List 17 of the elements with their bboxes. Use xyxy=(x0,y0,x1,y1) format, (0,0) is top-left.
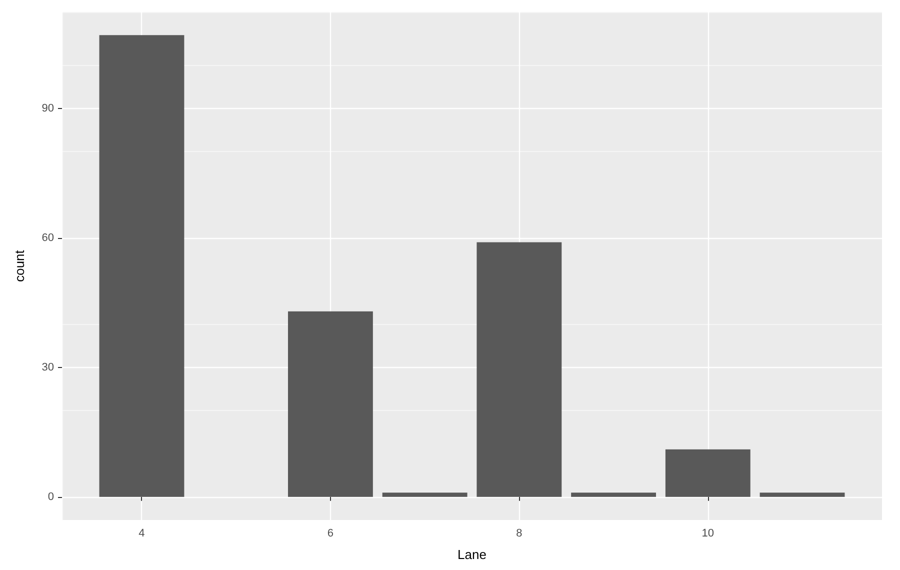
y-tick-label: 0 xyxy=(48,490,54,503)
bar xyxy=(99,35,184,497)
bar xyxy=(476,242,562,497)
bar xyxy=(665,449,750,497)
bar xyxy=(382,492,468,497)
y-axis-title: count xyxy=(12,250,27,282)
x-axis-title: Lane xyxy=(458,547,486,562)
y-tick-label: 90 xyxy=(42,102,54,114)
bar xyxy=(571,492,656,497)
x-tick-label: 4 xyxy=(138,528,145,540)
y-tick-label: 60 xyxy=(42,232,54,244)
y-tick-label: 30 xyxy=(42,361,54,374)
bar xyxy=(760,492,845,497)
bar xyxy=(288,311,373,497)
x-tick-label: 6 xyxy=(327,528,334,540)
x-tick-label: 8 xyxy=(516,528,522,540)
x-tick-label: 10 xyxy=(702,528,714,540)
